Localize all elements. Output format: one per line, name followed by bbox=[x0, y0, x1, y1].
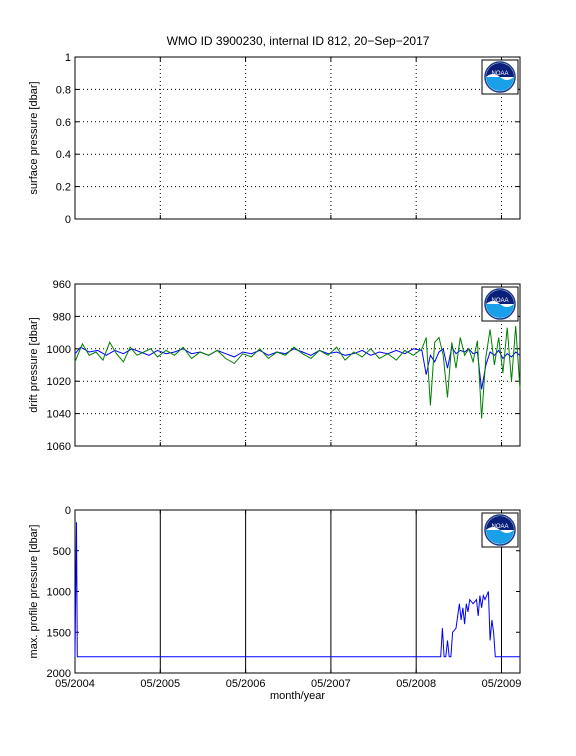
logo-text: NOAA bbox=[491, 298, 508, 304]
panel-max-profile-pressure: 0 500 1000 1500 2000 max. profile pressure [d… bbox=[28, 505, 521, 702]
noaa-logo-icon: NOAA bbox=[481, 59, 519, 95]
y-axis-label: surface pressure [dbar] bbox=[28, 81, 40, 194]
logo-text: NOAA bbox=[491, 71, 508, 77]
y-tick-label: 1 bbox=[65, 52, 71, 64]
y-tick-label: 1000 bbox=[47, 344, 71, 356]
y-tick-label: 1000 bbox=[47, 587, 71, 599]
x-axis-label: month/year bbox=[270, 690, 325, 702]
panel-drift-pressure: 960 980 1000 1020 1040 1060 drift pressure [db… bbox=[28, 279, 521, 453]
y-tick-label: 0 bbox=[65, 505, 71, 517]
panel-surface-pressure: 0 0.2 0.4 0.6 0.8 1 surface pressure [dbar] NOA… bbox=[28, 52, 521, 226]
x-tick-label: 05/2004 bbox=[55, 678, 95, 690]
y-tick-label: 0 bbox=[65, 214, 71, 226]
logo-bottom bbox=[486, 530, 514, 544]
axes-frame bbox=[74, 509, 521, 674]
x-tick-label: 05/2006 bbox=[226, 678, 266, 690]
y-axis-label: max. profile pressure [dbar] bbox=[28, 525, 40, 659]
x-tick-label: 05/2009 bbox=[482, 678, 522, 690]
y-tick-label: 0.2 bbox=[56, 182, 71, 194]
logo-text: NOAA bbox=[491, 524, 508, 530]
y-tick-label: 2000 bbox=[47, 668, 71, 680]
axes-frame bbox=[74, 283, 521, 447]
logo-top bbox=[486, 63, 514, 77]
y-tick-label: 1040 bbox=[47, 409, 71, 421]
panels: 0 0.2 0.4 0.6 0.8 1 surface pressure [dbar] NOA… bbox=[28, 52, 521, 702]
y-tick-label: 1500 bbox=[47, 627, 71, 639]
logo-bottom bbox=[486, 304, 514, 318]
y-tick-label: 0.4 bbox=[56, 149, 71, 161]
y-tick-label: 1060 bbox=[47, 441, 71, 453]
y-tick-label: 0.8 bbox=[56, 84, 71, 96]
y-tick-label: 0.6 bbox=[56, 117, 71, 129]
x-tick-label: 05/2005 bbox=[140, 678, 180, 690]
y-tick-label: 960 bbox=[53, 279, 71, 291]
axes-frame bbox=[74, 56, 521, 220]
y-axis-label: drift pressure [dbar] bbox=[28, 317, 40, 412]
x-tick-label: 05/2008 bbox=[396, 678, 436, 690]
noaa-logo-icon: NOAA bbox=[481, 286, 519, 322]
series-line-blue bbox=[74, 522, 520, 658]
logo-top bbox=[486, 290, 514, 304]
logo-bottom bbox=[486, 77, 514, 91]
noaa-logo-icon: NOAA bbox=[481, 512, 519, 548]
y-tick-label: 1020 bbox=[47, 376, 71, 388]
logo-wave bbox=[486, 301, 514, 307]
logo-top bbox=[486, 516, 514, 530]
chart-title: WMO ID 3900230, internal ID 812, 20−Sep−… bbox=[167, 34, 430, 48]
logo-wave bbox=[486, 527, 514, 533]
y-tick-label: 980 bbox=[53, 311, 71, 323]
series-line-green bbox=[74, 326, 521, 419]
logo-wave bbox=[486, 74, 514, 80]
x-tick-label: 05/2007 bbox=[311, 678, 351, 690]
y-tick-label: 500 bbox=[53, 546, 71, 558]
